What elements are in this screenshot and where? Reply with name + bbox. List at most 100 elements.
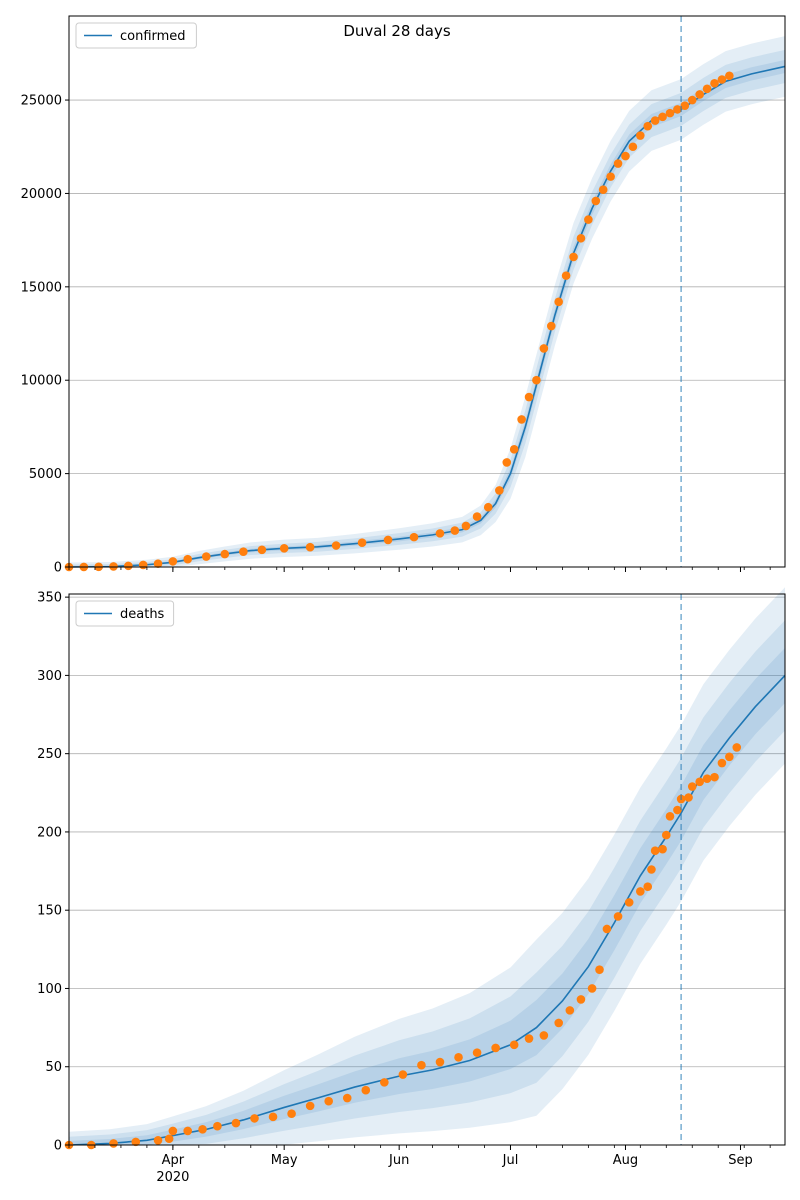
observed-point: [561, 271, 571, 280]
observed-point: [624, 898, 634, 907]
x-tick-year-label: 2020: [156, 1170, 189, 1185]
observed-point: [435, 1057, 445, 1067]
observed-point: [606, 172, 615, 181]
y-tick-label: 50: [45, 1060, 62, 1075]
observed-point: [268, 1112, 278, 1122]
observed-point: [673, 805, 682, 815]
legend-box: [75, 600, 175, 627]
observed-point: [509, 445, 519, 454]
model-line: [68, 65, 786, 568]
observed-point: [602, 924, 612, 934]
x-tick-label: Aug: [613, 1153, 638, 1168]
observed-point: [710, 78, 719, 88]
observed-point: [305, 1101, 315, 1111]
observed-point: [621, 151, 630, 161]
observed-point: [613, 159, 623, 168]
observed-point: [491, 1043, 500, 1053]
observed-point: [250, 1114, 259, 1123]
confirmed-panel: 0 5000 10000 15000 20000 25000 confirmed: [21, 15, 786, 576]
observed-point: [647, 865, 656, 874]
observed-point: [684, 793, 693, 802]
y-tick-label: 200: [37, 825, 62, 840]
observed-point: [532, 375, 541, 385]
observed-point: [109, 1139, 118, 1148]
observed-point: [658, 844, 667, 854]
observed-point: [613, 912, 623, 921]
x-tick-label: Jul: [502, 1153, 519, 1168]
observed-point: [380, 1078, 389, 1087]
observed-point: [305, 542, 315, 552]
observed-point: [702, 84, 712, 94]
figure-title: Duval 28 days: [343, 22, 451, 40]
observed-point: [279, 544, 289, 553]
y-tick-label: 25000: [21, 94, 62, 109]
y-tick-label: 300: [37, 669, 62, 684]
axes-frame: [68, 593, 786, 1146]
observed-point: [650, 846, 660, 856]
observed-point: [183, 1126, 193, 1136]
observed-point: [565, 1006, 575, 1015]
observed-point: [680, 101, 690, 110]
observed-point: [331, 541, 341, 550]
uncertainty-band: [69, 620, 785, 1145]
observed-point: [198, 1125, 207, 1134]
observed-point: [546, 321, 556, 331]
y-tick-label: 0: [54, 1139, 62, 1154]
observed-point: [687, 95, 697, 105]
observed-point: [717, 758, 727, 768]
observed-point: [138, 560, 148, 570]
y-tick-label: 15000: [21, 280, 62, 295]
x-tick-label: Sep: [728, 1153, 753, 1168]
observed-point: [517, 415, 526, 424]
y-tick-label: 100: [37, 982, 62, 997]
observed-point: [495, 486, 504, 495]
observed-point: [417, 1060, 426, 1070]
observed-point: [665, 811, 675, 821]
observed-point: [450, 526, 460, 535]
axes-frame: [68, 15, 786, 568]
observed-point: [554, 1018, 563, 1028]
legend-label: confirmed: [120, 29, 186, 44]
observed-point: [576, 995, 586, 1004]
observed-point: [472, 1048, 482, 1057]
observed-point: [539, 344, 549, 353]
observed-point: [342, 1093, 352, 1103]
observed-point: [287, 1109, 296, 1118]
observed-point: [636, 887, 645, 896]
observed-point: [231, 1118, 241, 1128]
deaths-panel: 0 50 100 150 200 250 300 350 Apr 2020 May Jun Jul Aug…: [37, 587, 786, 1185]
uncertainty-band: [69, 647, 785, 1145]
observed-point: [725, 71, 734, 81]
observed-point: [220, 549, 230, 559]
observed-point: [168, 1126, 178, 1136]
x-tick-label: Apr: [162, 1153, 185, 1168]
observed-point: [569, 252, 578, 262]
observed-point: [643, 882, 653, 892]
observed-point: [673, 105, 682, 114]
observed-point: [383, 535, 393, 545]
observed-point: [598, 185, 608, 195]
observed-point: [650, 116, 660, 125]
observed-point: [576, 233, 586, 243]
observed-point: [643, 121, 653, 131]
y-tick-label: 350: [37, 591, 62, 606]
observed-point: [213, 1121, 222, 1131]
legend: deaths: [75, 600, 175, 627]
observed-point: [665, 108, 675, 118]
observed-point: [435, 529, 445, 538]
observed-point: [454, 1053, 463, 1062]
observed-point: [201, 552, 211, 561]
observed-point: [732, 743, 742, 752]
y-tick-label: 10000: [21, 374, 62, 389]
y-tick-label: 5000: [29, 467, 62, 482]
observed-point: [109, 562, 118, 571]
observed-point: [461, 521, 471, 531]
observed-point: [502, 458, 512, 467]
observed-point: [539, 1031, 549, 1040]
observed-point: [587, 984, 597, 993]
observed-point: [702, 774, 712, 784]
observed-point: [398, 1070, 408, 1079]
observed-point: [168, 557, 178, 566]
y-tick-label: 150: [37, 904, 62, 919]
